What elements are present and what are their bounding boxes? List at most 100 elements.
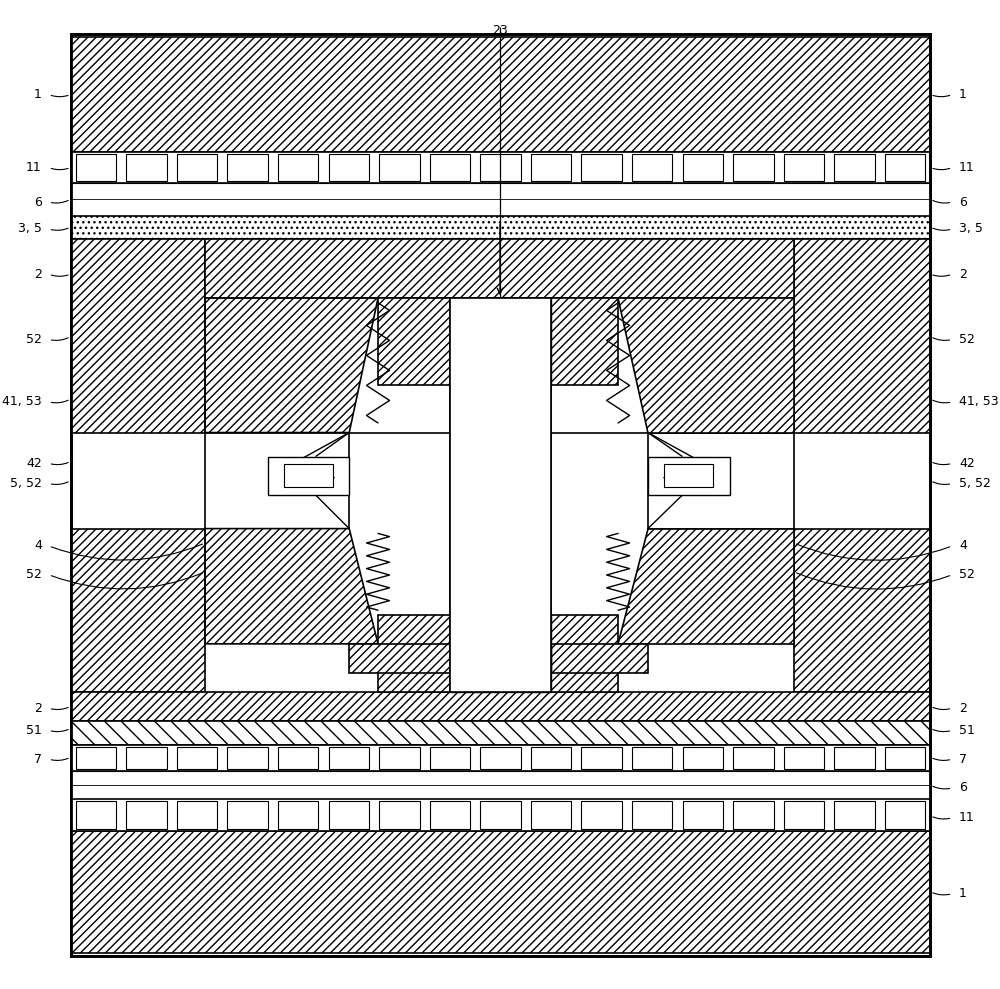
Bar — [581, 154, 622, 181]
Bar — [794, 238, 930, 432]
Bar — [329, 154, 369, 181]
Text: 5, 52: 5, 52 — [959, 477, 991, 490]
Text: 1: 1 — [959, 887, 967, 900]
Bar — [268, 457, 349, 494]
Bar — [648, 432, 794, 528]
Bar — [71, 152, 930, 183]
Text: 3, 5: 3, 5 — [18, 223, 42, 235]
Text: 42: 42 — [959, 457, 975, 470]
Bar — [450, 298, 551, 385]
Text: 7: 7 — [34, 753, 42, 765]
Text: 6: 6 — [959, 781, 967, 794]
Bar — [71, 770, 930, 799]
Bar — [126, 801, 167, 829]
Bar — [784, 801, 824, 829]
Text: 4: 4 — [959, 539, 967, 553]
Bar — [430, 801, 470, 829]
Bar — [430, 154, 470, 181]
Bar — [71, 799, 930, 831]
Bar — [126, 154, 167, 181]
Polygon shape — [618, 528, 794, 644]
Bar — [71, 831, 930, 953]
Text: 6: 6 — [959, 196, 967, 209]
Bar — [126, 747, 167, 768]
Bar — [227, 154, 268, 181]
Text: 41, 53: 41, 53 — [2, 396, 42, 408]
Bar — [284, 464, 333, 488]
Bar — [834, 154, 875, 181]
Bar — [177, 801, 217, 829]
Bar — [329, 747, 369, 768]
Bar — [581, 801, 622, 829]
Bar — [71, 217, 930, 238]
Text: 42: 42 — [26, 457, 42, 470]
Bar — [733, 154, 774, 181]
Bar — [450, 298, 551, 692]
Bar — [683, 154, 723, 181]
Bar — [76, 801, 116, 829]
Text: 11: 11 — [26, 161, 42, 174]
Bar — [378, 298, 618, 385]
Bar — [329, 801, 369, 829]
Bar — [531, 154, 571, 181]
Bar — [632, 154, 672, 181]
Text: 7: 7 — [959, 753, 967, 765]
Text: 52: 52 — [959, 333, 975, 346]
Text: 2: 2 — [959, 268, 967, 281]
Bar — [480, 801, 521, 829]
Bar — [794, 528, 930, 692]
Bar — [278, 801, 318, 829]
Text: 2: 2 — [959, 701, 967, 715]
Text: 2: 2 — [34, 268, 42, 281]
Bar — [71, 37, 930, 152]
Bar — [71, 183, 930, 217]
Bar — [71, 528, 205, 692]
Polygon shape — [205, 528, 378, 644]
Text: 3, 5: 3, 5 — [959, 223, 983, 235]
Bar — [430, 747, 470, 768]
Bar — [71, 745, 930, 770]
Text: 5, 52: 5, 52 — [10, 477, 42, 490]
Bar — [632, 801, 672, 829]
Bar — [531, 801, 571, 829]
Bar — [71, 34, 930, 956]
Bar — [784, 154, 824, 181]
Polygon shape — [618, 298, 794, 432]
Polygon shape — [205, 298, 378, 432]
Bar — [683, 801, 723, 829]
Bar — [379, 801, 420, 829]
Bar — [733, 747, 774, 768]
Text: 23: 23 — [492, 25, 508, 38]
Bar — [885, 801, 925, 829]
Bar — [733, 801, 774, 829]
Bar — [71, 34, 930, 956]
Bar — [581, 747, 622, 768]
Bar — [205, 432, 349, 528]
Bar — [664, 464, 713, 488]
Text: 1: 1 — [959, 88, 967, 101]
Text: 51: 51 — [26, 724, 42, 737]
Text: 52: 52 — [26, 569, 42, 582]
Text: 52: 52 — [959, 569, 975, 582]
Text: 11: 11 — [959, 811, 975, 824]
Text: 11: 11 — [959, 161, 975, 174]
Bar — [71, 238, 205, 432]
Bar — [784, 747, 824, 768]
Text: 4: 4 — [34, 539, 42, 553]
Bar — [683, 747, 723, 768]
Bar — [278, 154, 318, 181]
Bar — [378, 615, 618, 692]
Bar — [349, 644, 648, 673]
Bar — [71, 721, 930, 745]
Text: 51: 51 — [959, 724, 975, 737]
Bar — [648, 457, 730, 494]
Bar — [632, 747, 672, 768]
Bar — [450, 644, 551, 673]
Bar — [278, 747, 318, 768]
Bar — [205, 238, 794, 298]
Bar — [531, 747, 571, 768]
Text: 2: 2 — [34, 701, 42, 715]
Bar — [379, 154, 420, 181]
Bar — [71, 692, 930, 721]
Bar — [450, 298, 551, 692]
